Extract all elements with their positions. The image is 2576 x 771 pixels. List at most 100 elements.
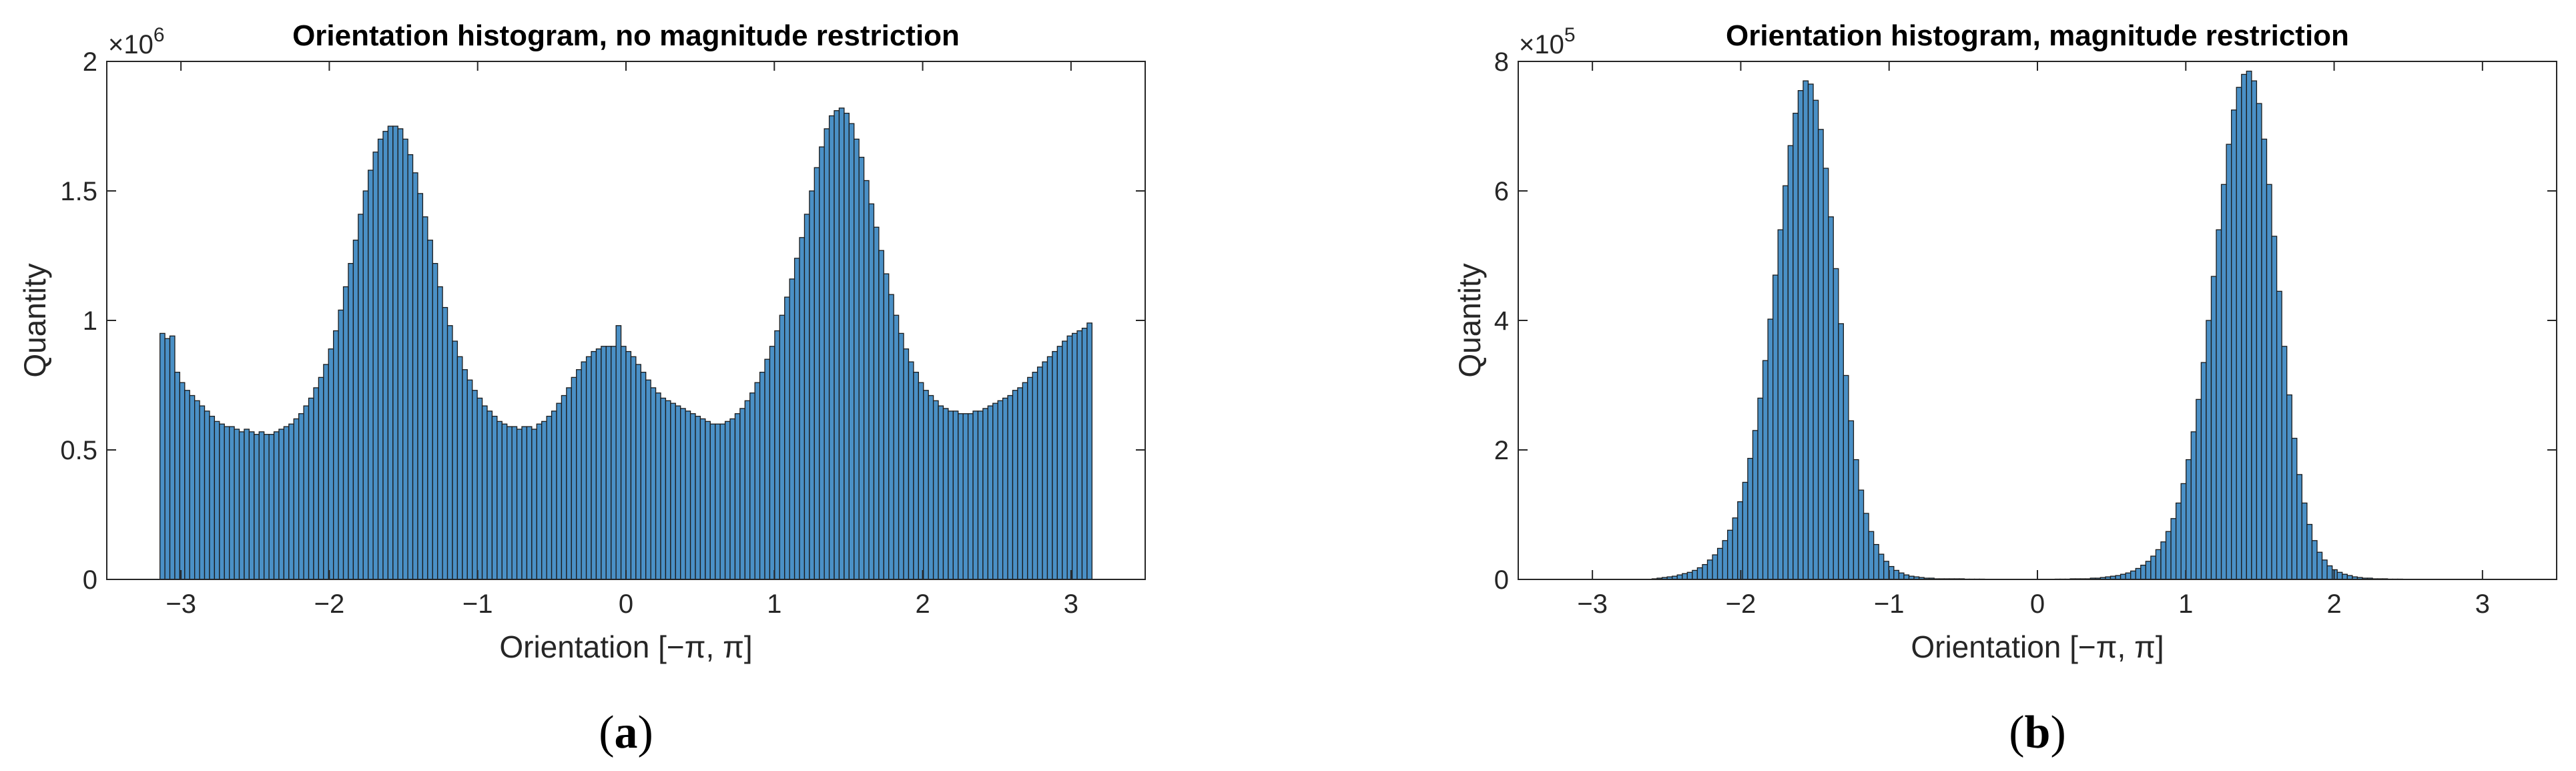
histogram-bar bbox=[456, 356, 463, 580]
histogram-bar bbox=[2226, 144, 2232, 580]
histogram-bar bbox=[387, 125, 394, 580]
histogram-bar bbox=[1706, 559, 1713, 580]
histogram-bar bbox=[2301, 502, 2308, 580]
histogram-bar bbox=[402, 138, 408, 580]
histogram-bar bbox=[844, 112, 850, 580]
histogram-bars bbox=[159, 107, 1092, 580]
histogram-bar bbox=[1843, 374, 1849, 580]
histogram-bar bbox=[338, 309, 344, 580]
histogram-bar bbox=[1878, 553, 1885, 580]
histogram-bar bbox=[958, 413, 964, 580]
histogram-bar bbox=[481, 405, 488, 580]
x-axis-ticks: −3 −2 −1 0 1 2 3 bbox=[166, 61, 1078, 619]
histogram-bar bbox=[824, 128, 830, 580]
histogram-bar bbox=[789, 278, 795, 580]
histogram-bar bbox=[1012, 390, 1018, 580]
histogram-bar bbox=[1046, 356, 1053, 580]
histogram-bar bbox=[219, 423, 225, 580]
histogram-bar bbox=[1863, 513, 1869, 580]
histogram-bar bbox=[630, 356, 637, 580]
histogram-bar bbox=[254, 434, 260, 580]
histogram-bar bbox=[497, 421, 503, 580]
y-axis-label: Quantity bbox=[17, 263, 52, 377]
histogram-bar bbox=[313, 387, 320, 580]
histogram-bar bbox=[432, 262, 438, 580]
histogram-bar bbox=[556, 403, 563, 580]
histogram-bar bbox=[863, 180, 870, 580]
histogram-bar bbox=[828, 115, 835, 580]
histogram-bar bbox=[2342, 573, 2348, 580]
histogram-bar bbox=[1742, 481, 1748, 580]
histogram-bar bbox=[868, 203, 875, 580]
histogram-bar bbox=[1797, 89, 1804, 580]
exponent-power: 5 bbox=[1564, 24, 1576, 46]
y-tick-label: 0 bbox=[83, 565, 97, 595]
histogram-bar bbox=[793, 258, 800, 580]
histogram-bar bbox=[1752, 430, 1758, 580]
y-tick-label: 1.5 bbox=[60, 177, 97, 206]
histogram-bar bbox=[1696, 567, 1703, 580]
histogram-bar bbox=[898, 332, 904, 580]
x-tick-label: −3 bbox=[166, 589, 196, 619]
histogram-bar bbox=[689, 413, 696, 580]
x-tick-label: 1 bbox=[767, 589, 781, 619]
y-axis-label: Quantity bbox=[1452, 263, 1487, 377]
y-tick-label: 6 bbox=[1494, 177, 1509, 206]
histogram-bar bbox=[809, 190, 815, 580]
histogram-bar bbox=[2291, 437, 2298, 580]
histogram-bar bbox=[1803, 80, 1809, 580]
caption-letter: b bbox=[2025, 707, 2051, 758]
histogram-bar bbox=[923, 390, 929, 580]
histogram-bar bbox=[2261, 138, 2268, 580]
x-tick-label: −2 bbox=[314, 589, 345, 619]
histogram-bar bbox=[948, 411, 954, 580]
histogram-bar bbox=[412, 172, 418, 580]
histogram-bar bbox=[670, 403, 676, 580]
histogram-bar bbox=[2236, 87, 2242, 580]
histogram-bar bbox=[392, 125, 398, 580]
histogram-bar bbox=[715, 423, 721, 580]
histogram-bar bbox=[2311, 540, 2318, 580]
x-axis-ticks: −3 −2 −1 0 1 2 3 bbox=[1577, 61, 2490, 619]
histogram-bar bbox=[323, 364, 329, 580]
histogram-bar bbox=[585, 356, 592, 580]
histogram-bar bbox=[1086, 322, 1092, 580]
histogram-bar bbox=[2186, 459, 2192, 580]
histogram-bar bbox=[709, 423, 716, 580]
histogram-bar bbox=[1702, 564, 1708, 580]
histogram-bar bbox=[248, 431, 255, 580]
histogram-bar bbox=[615, 325, 622, 580]
histogram-bar bbox=[605, 346, 612, 580]
histogram-bar bbox=[298, 413, 304, 580]
histogram-bar bbox=[729, 418, 736, 580]
histogram-bar bbox=[526, 426, 533, 580]
y-exponent-label: ×105 bbox=[1519, 24, 1576, 59]
x-tick-label: −1 bbox=[1874, 589, 1905, 619]
histogram-bar bbox=[1823, 168, 1829, 580]
histogram-bar bbox=[446, 325, 453, 580]
histogram-bar bbox=[620, 346, 627, 580]
histogram-bar bbox=[2321, 559, 2328, 580]
histogram-bar bbox=[908, 361, 914, 580]
histogram-bar bbox=[581, 361, 587, 580]
histogram-bar bbox=[333, 330, 339, 580]
histogram-bar bbox=[328, 348, 334, 580]
histogram-bar bbox=[2241, 73, 2247, 580]
y-exponent-label: ×106 bbox=[108, 24, 165, 59]
histogram-bar bbox=[1747, 457, 1754, 580]
histogram-bar bbox=[660, 397, 667, 580]
histogram-bar bbox=[407, 154, 414, 580]
histogram-bar bbox=[1062, 340, 1068, 580]
histogram-bar bbox=[546, 415, 553, 580]
histogram-bar bbox=[2296, 474, 2303, 580]
exponent-base: ×10 bbox=[108, 30, 153, 59]
histogram-bar bbox=[2246, 70, 2252, 580]
histogram-bar bbox=[234, 429, 240, 580]
histogram-bar bbox=[759, 371, 765, 580]
histogram-bar bbox=[397, 128, 404, 580]
histogram-bar bbox=[303, 405, 310, 580]
histogram-bar bbox=[928, 395, 934, 580]
histogram-bar bbox=[2145, 561, 2152, 580]
histogram-bar bbox=[903, 348, 910, 580]
